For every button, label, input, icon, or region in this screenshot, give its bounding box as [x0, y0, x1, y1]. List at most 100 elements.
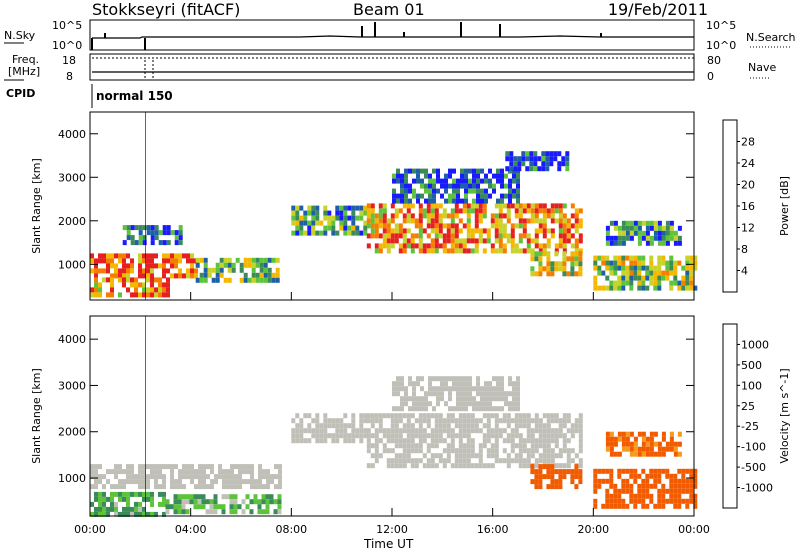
scatter-cell	[685, 255, 690, 261]
scatter-cell	[570, 256, 575, 262]
scatter-cell	[657, 230, 662, 236]
scatter-cell	[150, 474, 154, 480]
scatter-cell	[502, 233, 507, 239]
scatter-cell	[406, 203, 411, 209]
scatter-cell	[661, 446, 666, 452]
scatter-cell	[382, 218, 387, 224]
scatter-cell	[625, 478, 630, 484]
scatter-cell	[462, 448, 467, 454]
scatter-cell	[295, 205, 300, 211]
scatter-cell	[154, 277, 158, 283]
scatter-cell	[482, 438, 487, 444]
scatter-cell	[500, 183, 504, 189]
scatter-cell	[661, 235, 666, 241]
scatter-cell	[578, 474, 583, 480]
scatter-cell	[291, 210, 296, 216]
scatter-cell	[566, 453, 571, 459]
scatter-cell	[613, 493, 618, 499]
scatter-cell	[637, 265, 642, 271]
scatter-cell	[669, 441, 674, 447]
scatter-cell	[258, 479, 262, 485]
scatter-cell	[673, 265, 678, 271]
scatter-cell	[102, 496, 106, 502]
scatter-cell	[494, 423, 499, 429]
scatter-cell	[331, 433, 336, 439]
scatter-cell	[114, 268, 118, 274]
scatter-cell	[474, 218, 479, 224]
scatter-cell	[234, 479, 238, 485]
scatter-cell	[307, 220, 312, 226]
scatter-cell	[189, 494, 194, 500]
scatter-cell	[510, 428, 515, 434]
scatter-cell	[319, 438, 324, 444]
scatter-cell	[570, 251, 575, 257]
scatter-cell	[558, 218, 563, 224]
scatter-cell	[440, 193, 444, 199]
scatter-cell	[378, 203, 383, 209]
scatter-cell	[498, 228, 503, 234]
scatter-cell	[641, 265, 646, 271]
scatter-cell	[570, 479, 575, 485]
scatter-cell	[474, 203, 479, 209]
scatter-cell	[645, 503, 650, 509]
scatter-cell	[578, 469, 583, 475]
scatter-cell	[669, 488, 674, 494]
scatter-cell	[446, 413, 451, 419]
scatter-cell	[343, 205, 348, 211]
scatter-cell	[570, 448, 575, 454]
scatter-cell	[406, 443, 411, 449]
scatter-cell	[398, 428, 403, 434]
scatter-cell	[494, 428, 499, 434]
scatter-cell	[693, 503, 698, 509]
scatter-cell	[637, 493, 642, 499]
scatter-cell	[186, 253, 190, 259]
scatter-cell	[174, 240, 179, 246]
scatter-cell	[275, 272, 280, 278]
scatter-cell	[565, 161, 570, 167]
scatter-cell	[625, 230, 630, 236]
scatter-cell	[677, 441, 682, 447]
scatter-cell	[394, 208, 399, 214]
scatter-cell	[130, 277, 134, 283]
scatter-cell	[484, 386, 488, 392]
scatter-cell	[90, 469, 94, 475]
scatter-cell	[444, 198, 448, 204]
scatter-cell	[162, 253, 166, 259]
scatter-cell	[512, 178, 516, 184]
scatter-cell	[438, 458, 443, 464]
scatter-cell	[574, 464, 579, 470]
scatter-cell	[434, 428, 439, 434]
scatter-cell	[428, 198, 432, 204]
scatter-cell	[150, 230, 155, 236]
scatter-cell	[562, 448, 567, 454]
scatter-cell	[90, 501, 94, 507]
scatter-cell	[506, 433, 511, 439]
scatter-cell	[508, 193, 512, 199]
scatter-cell	[578, 413, 583, 419]
scatter-cell	[420, 168, 424, 174]
scatter-cell	[482, 248, 487, 254]
scatter-cell	[386, 228, 391, 234]
scatter-cell	[234, 474, 238, 480]
scatter-cell	[458, 413, 463, 419]
scatter-cell	[502, 243, 507, 249]
scatter-cell	[518, 458, 523, 464]
scatter-cell	[558, 433, 563, 439]
scatter-cell	[474, 453, 479, 459]
scatter-cell	[416, 376, 420, 382]
x-tick-label: 00:00	[74, 523, 106, 536]
scatter-cell	[261, 494, 266, 500]
scatter-cell	[562, 474, 567, 480]
scatter-cell	[440, 376, 444, 382]
scatter-cell	[138, 263, 142, 269]
scatter-cell	[122, 225, 127, 231]
scatter-cell	[558, 484, 563, 490]
scatter-cell	[126, 491, 130, 497]
scatter-cell	[484, 391, 488, 397]
colorbar-tick-label: 500	[741, 359, 762, 372]
scatter-cell	[562, 223, 567, 229]
scatter-cell	[94, 464, 98, 470]
scatter-cell	[106, 506, 110, 512]
scatter-cell	[538, 261, 543, 267]
scatter-cell	[430, 413, 435, 419]
